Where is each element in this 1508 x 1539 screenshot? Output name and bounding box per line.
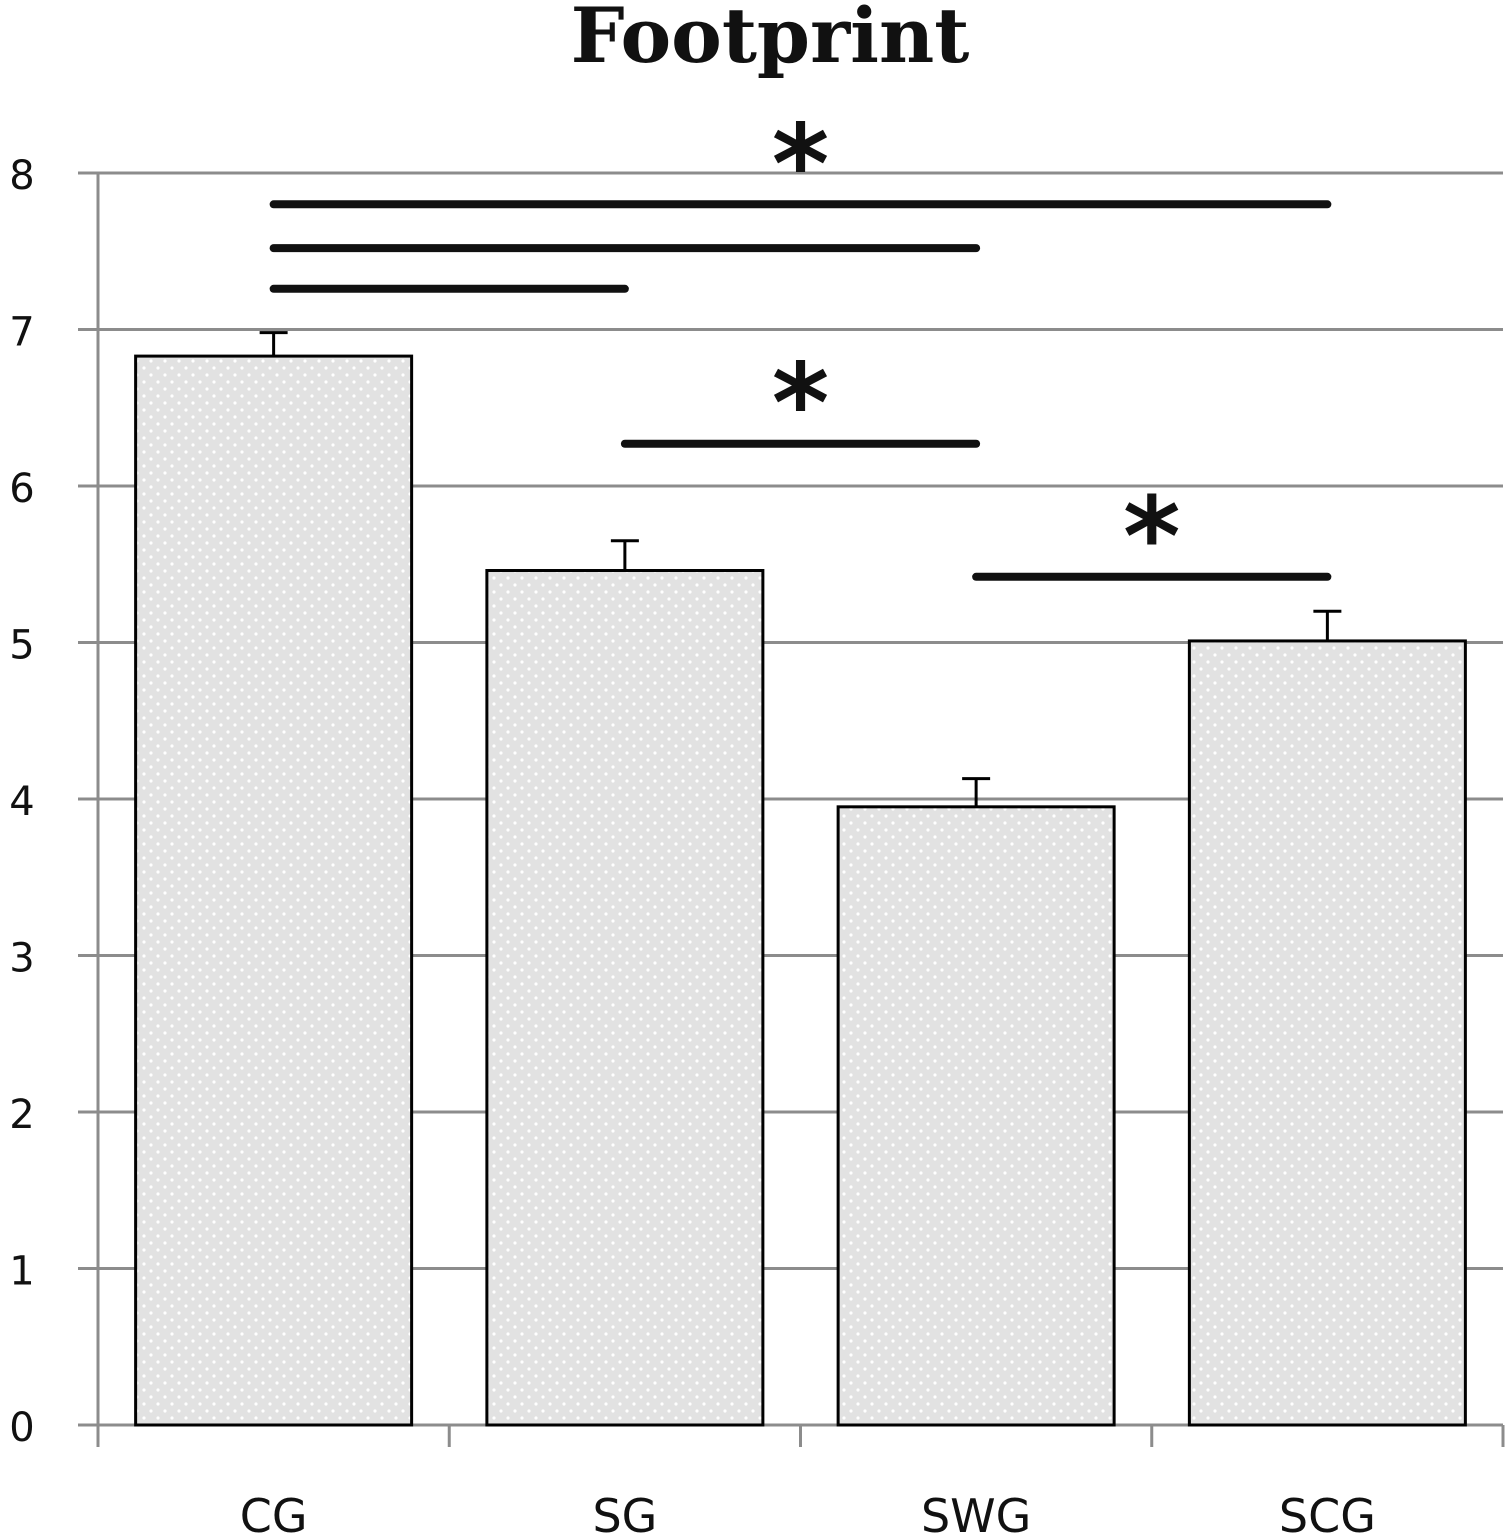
tick-labels: 0 1 2 3 4 5 6 7 8 CG SG SWG SCG xyxy=(9,153,1376,1539)
significance-lines: * * * xyxy=(269,100,1332,601)
bar-cg xyxy=(134,354,414,1427)
significance-star: * xyxy=(772,340,830,468)
x-category-label: SG xyxy=(592,1489,657,1539)
y-tick-label: 8 xyxy=(9,153,34,199)
y-tick-label: 6 xyxy=(9,466,34,512)
bar-swg xyxy=(836,805,1116,1427)
y-tick-label: 1 xyxy=(9,1249,34,1295)
y-tick-label: 4 xyxy=(9,779,34,825)
x-category-label: SWG xyxy=(921,1489,1031,1539)
y-tick-label: 7 xyxy=(9,310,34,356)
y-tick-label: 0 xyxy=(9,1405,34,1451)
bar-sg xyxy=(485,569,765,1427)
significance-star: * xyxy=(772,100,830,228)
y-tick-label: 5 xyxy=(9,623,34,669)
error-bars xyxy=(259,331,1342,807)
chart-title: Footprint xyxy=(571,0,970,80)
bar-scg xyxy=(1187,639,1467,1427)
y-tick-label: 3 xyxy=(9,936,34,982)
y-tick-label: 2 xyxy=(9,1092,34,1138)
bars xyxy=(134,354,1467,1427)
significance-star: * xyxy=(1123,473,1181,601)
x-category-label: SCG xyxy=(1279,1489,1376,1539)
x-category-label: CG xyxy=(240,1489,308,1539)
